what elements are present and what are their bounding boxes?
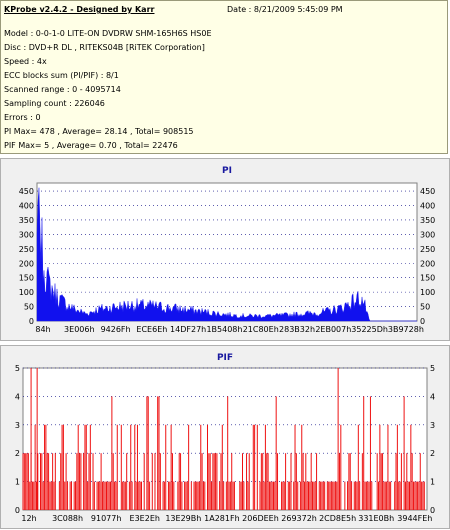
pi-xtick: 9426Fh xyxy=(101,325,131,334)
pi-ytick-right: 400 xyxy=(420,202,435,211)
pif-ytick-left: 2 xyxy=(15,449,20,458)
pif-ytick-left: 3 xyxy=(15,421,20,430)
pi-ytick-right: 300 xyxy=(420,230,435,239)
pi-ytick-left: 350 xyxy=(19,216,34,225)
pi-ytick-right: 150 xyxy=(420,274,435,283)
pi-chart: PI 0 0 50 50 100 100 150 150 200 200 250 250 300 300 35… xyxy=(19,166,436,334)
pif-ytick-right: 4 xyxy=(430,392,435,401)
pi-plot-area xyxy=(36,182,418,322)
pi-ytick-right: 350 xyxy=(420,216,435,225)
info-disc: Disc : DVD+R DL , RITEKS04B [RiTEK Corpo… xyxy=(4,43,205,52)
info-pi-summary: PI Max= 478 , Average= 28.14 , Total= 90… xyxy=(4,127,194,136)
pif-xtick: 331E0Bh xyxy=(358,514,394,523)
pif-chart-panel: PIF 0 0 1 1 2 2 3 3 4 4 5 5 12h 3C088h 91077h E3E2Eh 13E2… xyxy=(0,345,450,529)
pi-xtick: 2EB007h xyxy=(315,325,351,334)
info-pif-summary: PIF Max= 5 , Average= 0.70 , Total= 2247… xyxy=(4,141,178,150)
pi-xtick: 283B32h xyxy=(279,325,315,334)
info-panel: KProbe v2.4.2 - Designed by Karr Date : … xyxy=(0,0,448,154)
info-speed: Speed : 4x xyxy=(4,57,47,66)
pif-xtick: 269372h xyxy=(281,514,317,523)
pi-xtick: 35225Dh xyxy=(351,325,388,334)
pi-ytick-right: 450 xyxy=(420,187,435,196)
pi-series-area xyxy=(36,187,417,322)
pif-xtick: 206DEEh xyxy=(242,514,279,523)
pif-xtick: 91077h xyxy=(91,514,122,523)
pif-ytick-left: 1 xyxy=(15,478,20,487)
info-range: Scanned range : 0 - 4095714 xyxy=(4,85,121,94)
pi-xtick: 3E006h xyxy=(64,325,94,334)
pi-ytick-left: 0 xyxy=(29,317,34,326)
pif-ytick-right: 1 xyxy=(430,478,435,487)
info-ecc: ECC blocks sum (PI/PIF) : 8/1 xyxy=(4,71,119,80)
pi-title: PI xyxy=(222,166,232,176)
pif-ytick-left: 4 xyxy=(15,392,20,401)
pif-ytick-right: 0 xyxy=(430,506,435,515)
pif-ytick-right: 3 xyxy=(430,421,435,430)
pi-ytick-left: 300 xyxy=(19,230,34,239)
pi-xtick: 14DF27h xyxy=(170,325,206,334)
pi-ytick-left: 200 xyxy=(19,259,34,268)
pif-xtick: 12h xyxy=(21,514,36,523)
scan-date: Date : 8/21/2009 5:45:09 PM xyxy=(227,5,343,14)
pif-xtick: 3C088h xyxy=(52,514,83,523)
pi-ytick-left: 150 xyxy=(19,274,34,283)
pif-xtick: 3944FEh xyxy=(397,514,432,523)
pi-xtick: 1B5408h xyxy=(206,325,242,334)
pif-chart: PIF 0 0 1 1 2 2 3 3 4 4 5 5 12h 3C088h 91077h E3E2Eh 13E2… xyxy=(15,353,435,523)
pif-xtick: E3E2Eh xyxy=(130,514,160,523)
pif-title: PIF xyxy=(217,353,233,363)
pif-ytick-left: 5 xyxy=(15,364,20,373)
pi-ytick-right: 100 xyxy=(420,288,435,297)
pif-ytick-right: 5 xyxy=(430,364,435,373)
pi-xtick: 3B9728h xyxy=(388,325,424,334)
app-title: KProbe v2.4.2 - Designed by Karr xyxy=(4,5,155,14)
info-model: Model : 0-0-1-0 LITE-ON DVDRW SHM-165H6S… xyxy=(4,29,212,38)
pi-xtick: 21C80Eh xyxy=(243,325,279,334)
pi-ytick-left: 50 xyxy=(24,303,34,312)
pi-ytick-left: 250 xyxy=(19,245,34,254)
pif-xtick: 2CD8E5h xyxy=(319,514,356,523)
pi-ytick-left: 450 xyxy=(19,187,34,196)
pif-ytick-right: 2 xyxy=(430,449,435,458)
pi-ytick-left: 400 xyxy=(19,202,34,211)
pif-xtick: 1A281Fh xyxy=(204,514,240,523)
pi-xtick: 84h xyxy=(35,325,50,334)
pi-xtick: ECE6Eh xyxy=(136,325,167,334)
pi-ytick-right: 250 xyxy=(420,245,435,254)
pif-xtick: 13E29Bh xyxy=(165,514,201,523)
info-sampling: Sampling count : 226046 xyxy=(4,99,105,108)
info-errors: Errors : 0 xyxy=(4,113,41,122)
pi-ytick-right: 50 xyxy=(420,303,430,312)
pi-ytick-right: 200 xyxy=(420,259,435,268)
pi-ytick-right: 0 xyxy=(420,317,425,326)
pi-chart-panel: PI 0 0 50 50 100 100 150 150 200 200 250 250 300 300 35… xyxy=(0,158,450,341)
pi-ytick-left: 100 xyxy=(19,288,34,297)
pif-ytick-left: 0 xyxy=(15,506,20,515)
